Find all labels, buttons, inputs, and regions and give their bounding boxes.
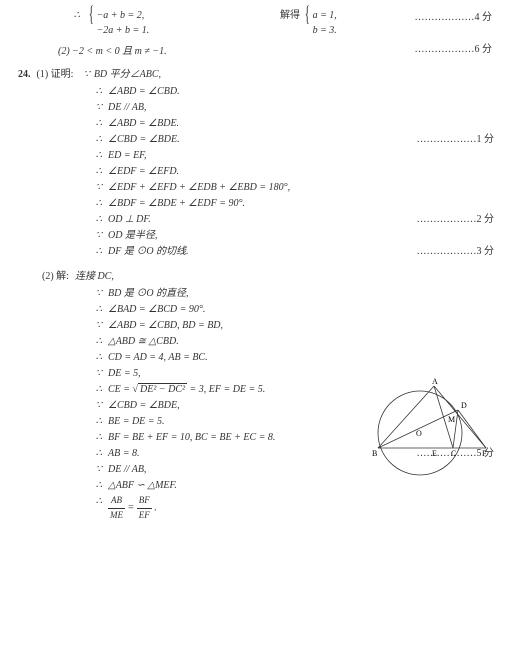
because-icon <box>80 366 108 381</box>
therefore-icon <box>80 116 108 131</box>
therefore-icon <box>80 84 108 99</box>
proof-text: CD = AD = 4, AB = BC. <box>108 350 494 365</box>
score-dots: ………………3 分 <box>417 244 495 259</box>
therefore-icon <box>80 350 108 365</box>
proof-text: OD ⊥ DF. <box>108 212 417 227</box>
eq1: −a + b = 2, <box>97 10 145 21</box>
part2-header: (2) 解: 连接 DC, <box>18 269 494 284</box>
proof-text: ∠ABD = ∠BDE. <box>108 116 494 131</box>
part1-label: (1) 证明: <box>37 67 80 82</box>
proof-text: ED = EF, <box>108 148 494 163</box>
proof-line: ED = EF, <box>18 148 494 163</box>
proof-line: CD = AD = 4, AB = BC. <box>18 350 494 365</box>
proof-line: OD 是半径, <box>18 228 494 243</box>
line-m: (2) −2 < m < 0 且 m ≠ −1. ………………6 分 <box>18 44 494 59</box>
therefore-icon <box>80 446 108 461</box>
proof-line: DF 是 ⊙O 的切线.………………3 分 <box>18 244 494 259</box>
proof-line: ∠BDF = ∠BDE + ∠EDF = 90°. <box>18 196 494 211</box>
score-dots: ………………1 分 <box>417 132 495 147</box>
proof-line: ∠ABD = ∠CBD. <box>18 84 494 99</box>
st2: 连接 DC, <box>75 269 494 284</box>
part2-label: (2) 解: <box>42 269 75 284</box>
proof-text: ∠BDF = ∠BDE + ∠EDF = 90°. <box>108 196 494 211</box>
circle-diagram: A D M O B E C F <box>368 378 488 488</box>
proof-line: DE // AB, <box>18 100 494 115</box>
therefore-icon <box>80 244 108 259</box>
proof-text: ∠EDF + ∠EFD + ∠EDB + ∠EBD = 180°, <box>108 180 494 195</box>
because-icon <box>80 398 108 413</box>
proof-text: △ABD ≅ △CBD. <box>108 334 494 349</box>
proof-text: ∠ABD = ∠CBD. <box>108 84 494 99</box>
proof-text: ∠EDF = ∠EFD. <box>108 164 494 179</box>
statement: BD 平分∠ABC, <box>94 67 494 82</box>
line-AF <box>434 386 486 448</box>
because-icon <box>79 67 93 82</box>
proof-text: ∠ABD = ∠CBD, BD = BD, <box>108 318 494 333</box>
proof-text: DE // AB, <box>108 100 494 115</box>
proof-line: △ABD ≅ △CBD. <box>18 334 494 349</box>
therefore-icon <box>80 196 108 211</box>
proof-text: OD 是半径, <box>108 228 494 243</box>
therefore-icon <box>80 302 108 317</box>
score-4: ………………4 分 <box>415 10 493 25</box>
score-dots: ………………2 分 <box>417 212 495 227</box>
solve-word: 解得 <box>278 8 302 23</box>
because-icon <box>80 462 108 477</box>
label-E: E <box>432 449 437 458</box>
proof-text: BD 是 ⊙O 的直径, <box>108 286 494 301</box>
problem-num: 24. <box>18 67 37 82</box>
proof-line: ∠CBD = ∠BDE.………………1 分 <box>18 132 494 147</box>
proof-text: ∠BAD = ∠BCD = 90°. <box>108 302 494 317</box>
label-M: M <box>448 415 455 424</box>
therefore-icon <box>80 212 108 227</box>
proof-line: ∠BAD = ∠BCD = 90°. <box>18 302 494 317</box>
proof-line: BD 是 ⊙O 的直径, <box>18 286 494 301</box>
therefore-icon <box>80 414 108 429</box>
proof-text: DF 是 ⊙O 的切线. <box>108 244 417 259</box>
proof-line: ∠EDF = ∠EFD. <box>18 164 494 179</box>
therefore-icon <box>80 382 108 397</box>
proof-line: ∠ABD = ∠BDE. <box>18 116 494 131</box>
label-F: F <box>482 449 487 458</box>
because-icon <box>80 318 108 333</box>
therefore-icon <box>80 132 108 147</box>
p24-header: 24. (1) 证明: BD 平分∠ABC, <box>18 67 494 82</box>
therefore-icon <box>80 148 108 163</box>
because-icon <box>80 100 108 115</box>
r1: a = 1, <box>313 10 337 21</box>
r2: b = 3. <box>313 25 337 36</box>
score-6: ………………6 分 <box>415 42 493 57</box>
eq2: −2a + b = 1. <box>97 25 150 36</box>
proof-line: ∠ABD = ∠CBD, BD = BD, <box>18 318 494 333</box>
proof-block-1: ∠ABD = ∠CBD.DE // AB,∠ABD = ∠BDE.∠CBD = … <box>18 84 494 259</box>
therefore-icon <box>80 478 108 493</box>
because-icon <box>80 286 108 301</box>
therefore-icon <box>80 334 108 349</box>
eq-group: −a + b = 2, −2a + b = 1. <box>97 8 278 38</box>
therefore-symbol <box>58 8 86 23</box>
proof-line: ∠EDF + ∠EFD + ∠EDB + ∠EBD = 180°, <box>18 180 494 195</box>
line-BA <box>378 386 434 448</box>
proof-line: OD ⊥ DF.………………2 分 <box>18 212 494 227</box>
proof-text: ∠CBD = ∠BDE. <box>108 132 417 147</box>
label-B: B <box>372 449 377 458</box>
label-D: D <box>461 401 467 410</box>
label-A: A <box>432 378 438 386</box>
proof-line: ABME = BFEF . <box>18 494 494 522</box>
brace-left: { <box>89 8 94 19</box>
because-icon <box>80 180 108 195</box>
proof-text: ABME = BFEF . <box>108 494 494 522</box>
label-C: C <box>451 449 456 458</box>
label-O: O <box>416 429 422 438</box>
equation-system: { −a + b = 2, −2a + b = 1. 解得 { a = 1, b… <box>18 8 494 38</box>
because-icon <box>80 228 108 243</box>
therefore-icon <box>80 164 108 179</box>
brace-right: { <box>305 8 310 19</box>
therefore-icon <box>80 430 108 445</box>
therefore-icon <box>80 494 108 509</box>
